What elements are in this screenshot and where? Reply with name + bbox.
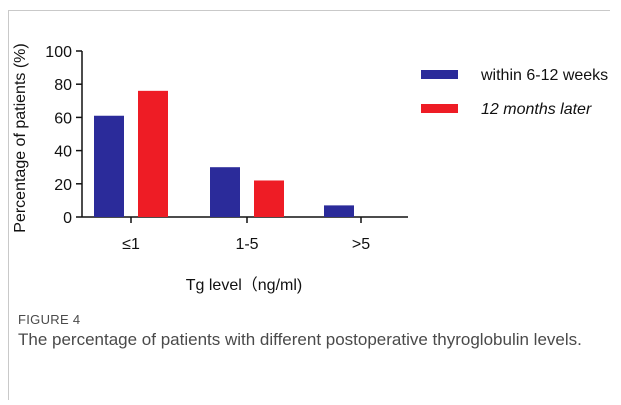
- y-axis-label: Percentage of patients (%): [12, 43, 29, 232]
- bar-12-months-later: [138, 90, 168, 217]
- y-tick-label: 80: [54, 77, 72, 94]
- y-axis: 0 20 40 60 80 100: [45, 44, 83, 227]
- figure-description: The percentage of patients with differen…: [18, 330, 582, 349]
- figure-caption: FIGURE 4 The percentage of patients with…: [18, 312, 608, 351]
- legend-label: 12 months later: [481, 101, 592, 118]
- figure-number: FIGURE 4: [18, 312, 81, 327]
- legend-swatch: [421, 70, 458, 79]
- x-tick-label: ≤1: [122, 236, 140, 253]
- bar-12-months-later: [254, 180, 284, 217]
- legend-swatch: [421, 104, 458, 113]
- x-axis: ≤1 1-5 >5: [82, 216, 408, 253]
- y-tick-label: 60: [54, 110, 72, 127]
- bar-within-6-12-weeks: [324, 205, 354, 217]
- y-tick-label: 40: [54, 144, 72, 161]
- bar-within-6-12-weeks: [94, 115, 124, 217]
- x-tick-label: >5: [352, 236, 370, 253]
- legend-label: within 6-12 weeks: [480, 67, 608, 84]
- legend: within 6-12 weeks 12 months later: [421, 67, 608, 118]
- y-tick-label: 0: [63, 210, 72, 227]
- bars: [94, 90, 354, 217]
- y-tick-label: 100: [45, 44, 72, 61]
- figure-frame: [8, 10, 610, 400]
- bar-chart: 0 20 40 60 80 100 ≤1 1-5 >5 Percentage of patie…: [12, 43, 608, 294]
- y-tick-label: 20: [54, 177, 72, 194]
- x-tick-label: 1-5: [235, 236, 258, 253]
- x-axis-label: Tg level（ng/ml): [186, 276, 302, 294]
- bar-within-6-12-weeks: [210, 167, 240, 217]
